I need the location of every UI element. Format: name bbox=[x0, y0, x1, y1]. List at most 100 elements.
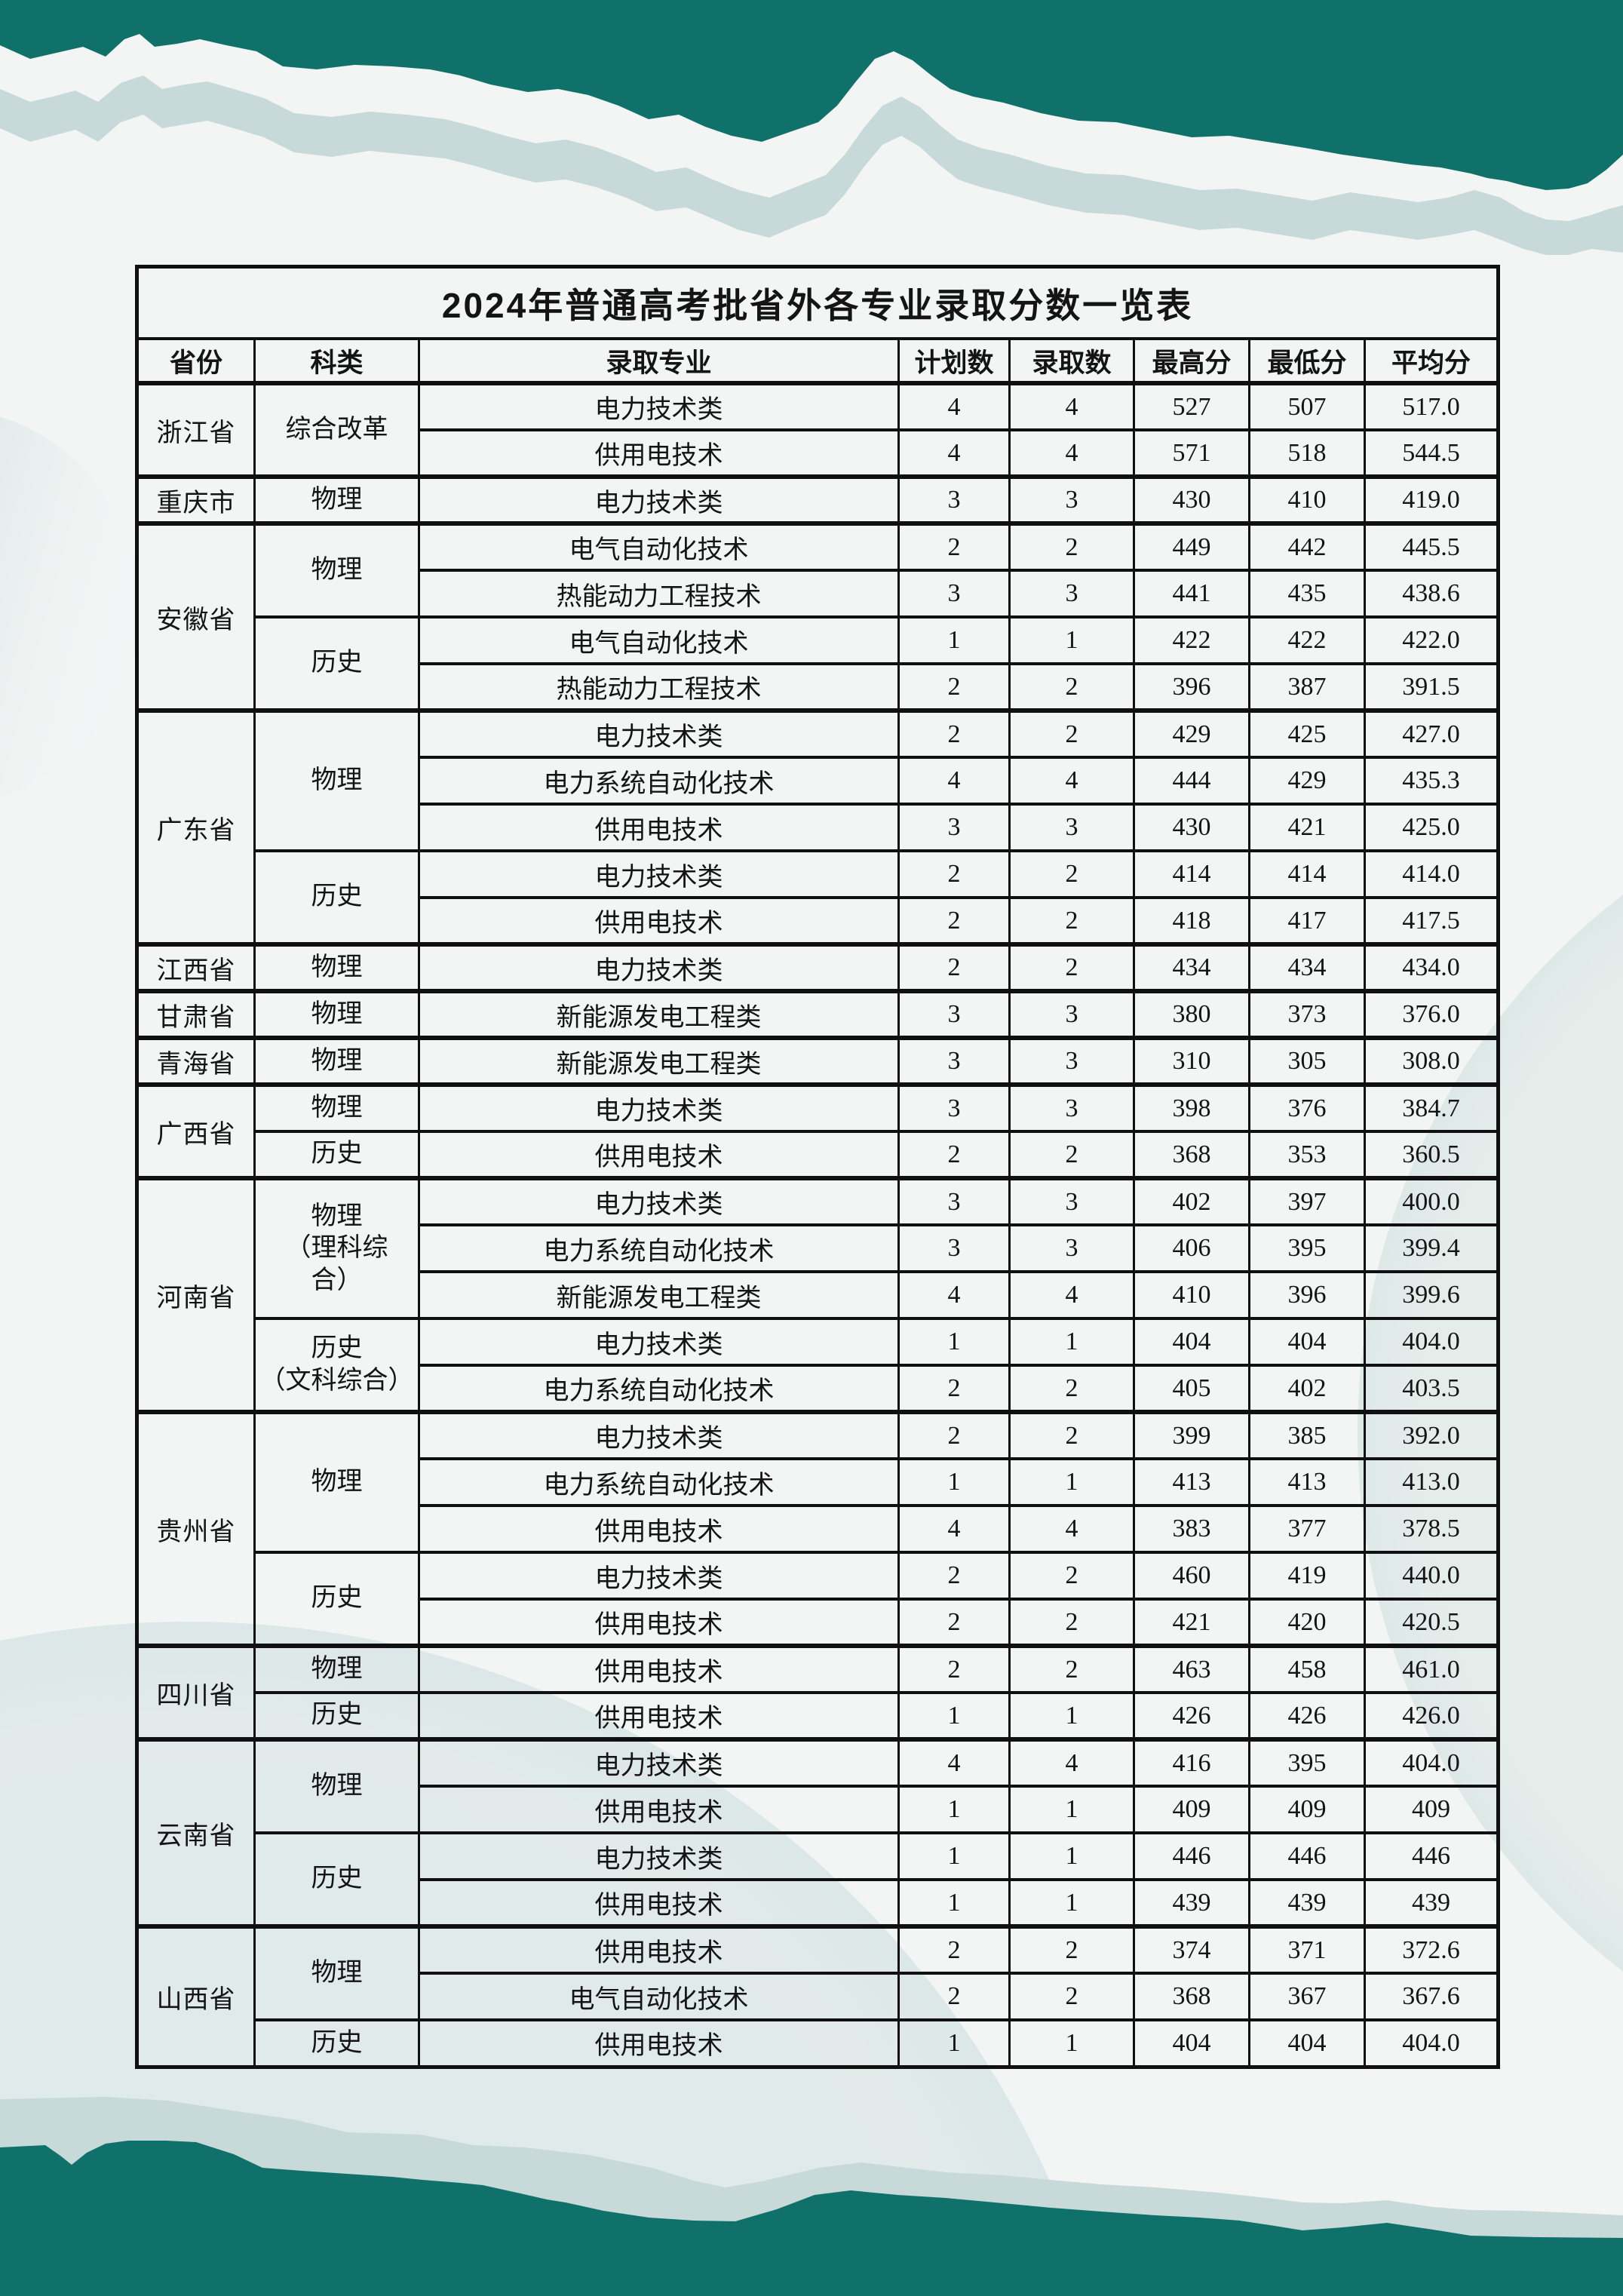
admitted-count-cell: 1 bbox=[1008, 1317, 1135, 1367]
title-row: 2024年普通高考批省外各专业录取分数一览表 bbox=[135, 265, 1500, 340]
max-score-cell: 439 bbox=[1133, 1878, 1250, 1928]
max-score-cell: 410 bbox=[1133, 1270, 1250, 1320]
category-cell: 历史 bbox=[253, 1831, 420, 1928]
table-row: 电力系统自动化技术 4 4 444 429 435.3 bbox=[137, 756, 1500, 806]
plan-count-cell: 2 bbox=[897, 896, 1011, 946]
max-score-cell: 383 bbox=[1133, 1504, 1250, 1554]
min-score-cell: 402 bbox=[1248, 1364, 1366, 1414]
admitted-count-cell: 2 bbox=[1008, 1972, 1135, 2021]
max-score-cell: 426 bbox=[1133, 1691, 1250, 1741]
admitted-count-cell: 3 bbox=[1008, 474, 1135, 525]
plan-count-cell: 2 bbox=[897, 1972, 1011, 2021]
plan-count-cell: 2 bbox=[897, 708, 1011, 759]
max-score-cell: 429 bbox=[1133, 708, 1250, 759]
admitted-count-cell: 2 bbox=[1008, 708, 1135, 759]
major-cell: 电力技术类 bbox=[418, 1410, 900, 1460]
table-row: 新能源发电工程类 4 4 410 396 399.6 bbox=[137, 1270, 1500, 1320]
max-score-cell: 414 bbox=[1133, 849, 1250, 899]
major-cell: 电力技术类 bbox=[418, 1176, 900, 1226]
avg-score-cell: 426.0 bbox=[1363, 1691, 1500, 1741]
min-score-cell: 353 bbox=[1248, 1130, 1366, 1180]
avg-score-cell: 391.5 bbox=[1363, 662, 1500, 712]
min-score-cell: 387 bbox=[1248, 662, 1366, 712]
max-score-cell: 399 bbox=[1133, 1410, 1250, 1460]
admitted-count-cell: 1 bbox=[1008, 615, 1135, 665]
category-cell: 物理 bbox=[253, 1082, 420, 1133]
max-score-cell: 374 bbox=[1133, 1924, 1250, 1975]
major-cell: 新能源发电工程类 bbox=[418, 1270, 900, 1320]
category-cell: 历史 bbox=[253, 849, 420, 946]
min-score-cell: 429 bbox=[1248, 756, 1366, 806]
category-cell: 综合改革 bbox=[253, 381, 420, 478]
max-score-cell: 310 bbox=[1133, 1036, 1250, 1086]
category-cell: 物理 bbox=[253, 1737, 420, 1834]
min-score-cell: 446 bbox=[1248, 1831, 1366, 1881]
plan-count-cell: 2 bbox=[897, 1364, 1011, 1414]
table-row: 电力系统自动化技术 1 1 413 413 413.0 bbox=[137, 1457, 1500, 1507]
max-score-cell: 368 bbox=[1133, 1130, 1250, 1180]
plan-count-cell: 2 bbox=[897, 942, 1011, 993]
major-cell: 电气自动化技术 bbox=[418, 521, 900, 572]
min-score-cell: 409 bbox=[1248, 1785, 1366, 1834]
major-cell: 新能源发电工程类 bbox=[418, 1036, 900, 1086]
table-row: 四川省 物理 供用电技术 2 2 463 458 461.0 bbox=[136, 1644, 1500, 1741]
avg-score-cell: 413.0 bbox=[1363, 1457, 1500, 1507]
avg-score-cell: 399.6 bbox=[1363, 1270, 1500, 1320]
province-cell: 贵州省 bbox=[136, 1410, 256, 1647]
table-row: 历史 电力技术类 2 2 460 419 440.0 bbox=[137, 1551, 1500, 1647]
max-score-cell: 368 bbox=[1133, 1972, 1250, 2021]
plan-count-cell: 3 bbox=[897, 569, 1011, 619]
min-score-cell: 425 bbox=[1248, 708, 1366, 759]
avg-score-cell: 419.0 bbox=[1363, 474, 1500, 525]
admitted-count-cell: 1 bbox=[1008, 1457, 1135, 1507]
category-cell: 物理 bbox=[253, 521, 420, 619]
table-header-row: 省份 科类 录取专业 计划数 录取数 最高分 最低分 平均分 bbox=[136, 337, 1500, 385]
table-row: 供用电技术 2 2 421 420 420.5 bbox=[137, 1598, 1500, 1647]
min-score-cell: 414 bbox=[1248, 849, 1366, 899]
admitted-count-cell: 4 bbox=[1008, 1737, 1135, 1788]
major-cell: 供用电技术 bbox=[418, 2018, 900, 2068]
column-header-max-score: 最高分 bbox=[1133, 337, 1250, 385]
avg-score-cell: 399.4 bbox=[1363, 1223, 1500, 1273]
category-cell: 物理 bbox=[253, 1036, 420, 1086]
table-row: 甘肃省 物理 新能源发电工程类 3 3 380 373 376.0 bbox=[136, 989, 1500, 1039]
province-cell: 河南省 bbox=[136, 1176, 256, 1414]
avg-score-cell: 461.0 bbox=[1363, 1644, 1500, 1694]
min-score-cell: 422 bbox=[1248, 615, 1366, 665]
avg-score-cell: 422.0 bbox=[1363, 615, 1500, 665]
column-header-province: 省份 bbox=[136, 337, 256, 385]
min-score-cell: 397 bbox=[1248, 1176, 1366, 1226]
table-row: 供用电技术 4 4 571 518 544.5 bbox=[137, 428, 1500, 478]
admitted-count-cell: 4 bbox=[1008, 756, 1135, 806]
table-row: 青海省 物理 新能源发电工程类 3 3 310 305 308.0 bbox=[136, 1036, 1500, 1086]
plan-count-cell: 3 bbox=[897, 989, 1011, 1039]
plan-count-cell: 2 bbox=[897, 1924, 1011, 1975]
table-row: 浙江省 综合改革 电力技术类 4 4 527 507 517.0 bbox=[136, 381, 1500, 478]
avg-score-cell: 360.5 bbox=[1363, 1130, 1500, 1180]
category-cell: 历史 bbox=[253, 1691, 420, 1741]
plan-count-cell: 1 bbox=[897, 1831, 1011, 1881]
admitted-count-cell: 1 bbox=[1008, 1878, 1135, 1928]
admitted-count-cell: 2 bbox=[1008, 1410, 1135, 1460]
admitted-count-cell: 2 bbox=[1008, 1130, 1135, 1180]
avg-score-cell: 392.0 bbox=[1363, 1410, 1500, 1460]
admitted-count-cell: 1 bbox=[1008, 1691, 1135, 1741]
admitted-count-cell: 2 bbox=[1008, 1551, 1135, 1601]
table-row: 历史 供用电技术 1 1 426 426 426.0 bbox=[137, 1691, 1500, 1741]
major-cell: 电力技术类 bbox=[418, 708, 900, 759]
admitted-count-cell: 1 bbox=[1008, 2018, 1135, 2068]
category-cell: 物理 bbox=[253, 942, 420, 993]
admitted-count-cell: 4 bbox=[1008, 1270, 1135, 1320]
plan-count-cell: 1 bbox=[897, 1691, 1011, 1741]
major-cell: 电力系统自动化技术 bbox=[418, 1223, 900, 1273]
max-score-cell: 404 bbox=[1133, 2018, 1250, 2068]
table-row: 安徽省 物理 电气自动化技术 2 2 449 442 445.5 bbox=[136, 521, 1500, 712]
admitted-count-cell: 1 bbox=[1008, 1785, 1135, 1834]
table-row: 历史 供用电技术 1 1 404 404 404.0 bbox=[137, 2018, 1500, 2068]
avg-score-cell: 517.0 bbox=[1363, 381, 1500, 431]
major-cell: 供用电技术 bbox=[418, 1504, 900, 1554]
major-cell: 供用电技术 bbox=[418, 896, 900, 946]
max-score-cell: 409 bbox=[1133, 1785, 1250, 1834]
plan-count-cell: 4 bbox=[897, 756, 1011, 806]
